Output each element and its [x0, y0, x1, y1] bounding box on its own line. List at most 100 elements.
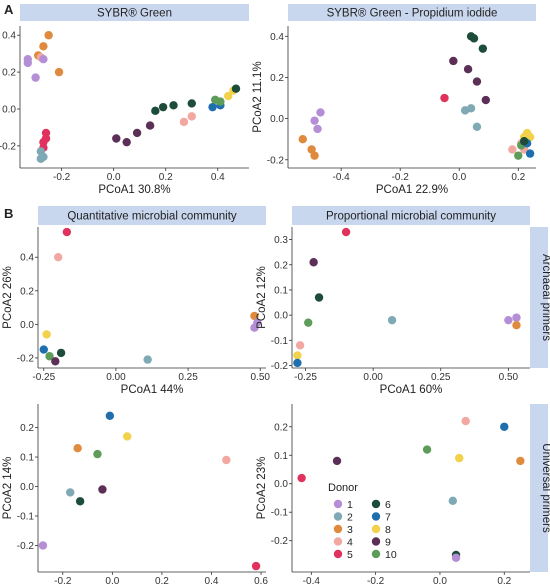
legend-label: 9	[385, 536, 391, 548]
y-tick-label: 0.1	[274, 285, 288, 296]
x-tick-label: 0.0	[452, 172, 466, 183]
scatter-panel-1: SYBR® Green -0.2 0.0 0.2 0.4 -0.2 0.0 0.2 0.4 PCo…	[0, 4, 249, 196]
data-point-donor-5	[341, 227, 351, 237]
data-point-donor-6	[314, 293, 324, 302]
x-tick-label: -0.2	[367, 576, 385, 587]
data-point-donor-5	[62, 227, 72, 237]
data-point-donor-2	[36, 154, 46, 163]
legend-label: 1	[347, 499, 353, 511]
legend-label: 7	[385, 511, 391, 523]
data-point-donor-5	[297, 473, 306, 483]
data-point-donor-1	[250, 323, 259, 332]
x-axis-title: PCoA1 60%	[380, 384, 443, 396]
y-tick-label: 0.3	[274, 235, 288, 246]
data-point-donor-3	[44, 31, 53, 40]
data-point-donor-1	[512, 313, 521, 322]
y-axis-title: PCoA2 14%	[2, 457, 14, 520]
data-point-donor-5	[251, 561, 261, 571]
data-point-donor-7	[39, 345, 48, 354]
scatter-panel-5: -0.20.00.20.40.6-0.2-0.10.00.10.2PCoA1 3…	[2, 404, 268, 587]
scatter-panel-6: Universal primers -0.4 -0.2 0.0 0.2 -0.2 -0.1 0…	[256, 404, 550, 587]
y-tick-label: -0.2	[0, 141, 16, 152]
facet-strip-label: Proportional microbial community	[326, 211, 496, 223]
scatter-panel-4: Proportional microbial community Archaeal…	[256, 206, 550, 396]
data-point-donor-10	[216, 97, 225, 106]
scatter-panel-2: SYBR® Green - Propidium iodide -0.4 -0.2 0.…	[252, 4, 536, 196]
data-point-donor-9	[309, 258, 318, 267]
data-point-donor-10	[93, 449, 102, 459]
facet-side-strip	[530, 404, 548, 572]
legend-swatch	[371, 549, 381, 559]
x-tick-label: 0.50	[250, 372, 270, 383]
facet-strip-label: Quantitative microbial community	[67, 211, 237, 223]
y-tick-label: 0.2	[270, 73, 284, 84]
y-tick-label: -0.2	[17, 353, 35, 364]
data-point-donor-10	[304, 318, 313, 327]
data-point-donor-4	[295, 341, 305, 350]
data-point-donor-9	[145, 121, 155, 130]
data-point-donor-9	[112, 134, 121, 143]
facet-strip-label: SYBR® Green	[97, 8, 172, 20]
legend-swatch	[371, 512, 381, 521]
legend-title: Donor	[328, 482, 358, 494]
facet-strip	[292, 206, 530, 225]
y-tick-label: -0.1	[17, 512, 35, 523]
data-point-donor-1	[313, 124, 322, 134]
x-tick-label: -0.2	[53, 172, 71, 183]
data-point-donor-1	[23, 58, 33, 68]
legend-swatch	[333, 524, 343, 534]
y-tick-label: -0.2	[17, 541, 35, 552]
legend-label: 3	[347, 524, 353, 536]
data-point-donor-9	[51, 357, 60, 366]
data-point-donor-1	[310, 116, 319, 125]
x-tick-label: 0.0	[107, 172, 121, 183]
facet-strip	[288, 4, 536, 21]
y-axis-title: PCoA2 23%	[256, 457, 268, 520]
data-point-donor-3	[310, 151, 319, 160]
data-point-donor-4	[187, 112, 196, 121]
data-point-donor-10	[422, 445, 432, 454]
y-tick-label: 0.4	[270, 32, 284, 43]
legend-label: 2	[347, 511, 353, 523]
x-tick-label: -0.4	[303, 576, 321, 587]
data-point-donor-6	[56, 348, 66, 358]
data-point-donor-1	[451, 553, 461, 562]
data-point-donor-10	[514, 151, 523, 160]
y-tick-label: 0.0	[20, 482, 34, 493]
y-tick-label: 0.1	[20, 453, 34, 464]
legend-label: 8	[385, 524, 391, 536]
data-point-donor-6	[478, 44, 488, 53]
y-tick-label: 0.2	[2, 68, 16, 79]
x-tick-label: 0.0	[433, 576, 447, 587]
x-tick-label: 0.50	[499, 372, 519, 383]
y-tick-label: 0.0	[274, 311, 288, 322]
data-point-donor-8	[455, 453, 464, 463]
y-axis-title: PCoA2 12%	[256, 266, 268, 329]
x-tick-label: -0.4	[333, 172, 351, 183]
x-tick-label: 0.25	[431, 372, 451, 383]
x-axis-title: PCoA1 44%	[121, 384, 184, 396]
x-tick-label: 0.2	[511, 172, 525, 183]
legend-swatch	[371, 499, 381, 509]
x-tick-label: 0.25	[178, 372, 198, 383]
x-tick-label: 0.2	[159, 172, 173, 183]
x-axis-title: PCoA1 30.8%	[98, 184, 170, 196]
x-tick-label: 0.4	[211, 172, 225, 183]
x-tick-label: -0.25	[294, 372, 317, 383]
data-point-donor-1	[38, 541, 48, 550]
data-point-donor-3	[73, 444, 82, 453]
legend-swatch	[371, 537, 381, 546]
y-tick-label: 0.2	[20, 423, 34, 434]
y-tick-label: -0.1	[271, 336, 289, 347]
y-tick-label: 0.2	[20, 286, 34, 297]
data-point-donor-2	[466, 104, 476, 113]
data-point-donor-6	[231, 84, 241, 93]
legend-swatch	[333, 512, 343, 521]
x-tick-label: 0.6	[254, 576, 268, 587]
data-point-donor-7	[293, 358, 302, 368]
y-tick-label: 0.0	[270, 114, 284, 125]
data-point-donor-9	[463, 65, 473, 74]
data-point-donor-4	[508, 145, 517, 154]
data-point-donor-7	[208, 102, 217, 112]
x-tick-label: 0.4	[205, 576, 219, 587]
